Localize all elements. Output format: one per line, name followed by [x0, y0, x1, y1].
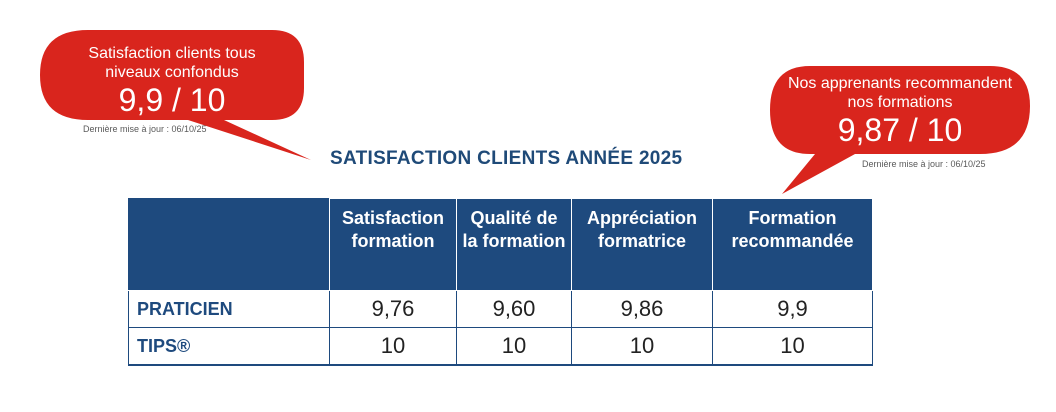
header-qualite-formation: Qualité de la formation	[456, 198, 572, 291]
right-recommendation-bubble: Nos apprenants recommandent nos formatio…	[760, 66, 1040, 196]
satisfaction-table: Satisfaction formation Qualité de la for…	[128, 198, 873, 366]
table-row-praticien: PRATICIEN 9,76 9,60 9,86 9,9	[128, 290, 873, 328]
cell-praticien-satisfaction: 9,76	[329, 290, 457, 328]
cell-tips-satisfaction: 10	[329, 327, 457, 366]
left-bubble-score: 9,9 / 10	[118, 82, 226, 118]
header-formation-recommandee: Formation recommandée	[712, 198, 873, 291]
right-bubble-score: 9,87 / 10	[837, 112, 963, 148]
header-corner-cell	[128, 198, 330, 291]
left-update-note: Dernière mise à jour : 06/10/25	[83, 124, 207, 134]
page-title: SATISFACTION CLIENTS ANNÉE 2025	[330, 148, 683, 169]
cell-praticien-recommandee: 9,9	[712, 290, 873, 328]
cell-praticien-qualite: 9,60	[456, 290, 572, 328]
right-update-note: Dernière mise à jour : 06/10/25	[862, 159, 986, 169]
right-bubble-caption-line2: nos formations	[847, 94, 953, 111]
right-bubble-caption-line1: Nos apprenants recommandent	[787, 75, 1013, 92]
cell-praticien-appreciation: 9,86	[571, 290, 713, 328]
row-label-praticien: PRATICIEN	[128, 290, 330, 328]
left-bubble-caption-line2: niveaux confondus	[105, 64, 239, 81]
left-bubble-caption-line1: Satisfaction clients tous	[88, 45, 256, 62]
row-label-tips: TIPS®	[128, 327, 330, 366]
cell-tips-appreciation: 10	[571, 327, 713, 366]
header-satisfaction-formation: Satisfaction formation	[329, 198, 457, 291]
left-satisfaction-bubble: Satisfaction clients tous niveaux confon…	[28, 30, 328, 170]
header-appreciation-formatrice: Appréciation formatrice	[571, 198, 713, 291]
right-bubble-shape	[770, 66, 1030, 194]
left-bubble-shape	[40, 30, 311, 160]
cell-tips-qualite: 10	[456, 327, 572, 366]
cell-tips-recommandee: 10	[712, 327, 873, 366]
table-header-row: Satisfaction formation Qualité de la for…	[128, 198, 873, 291]
table-row-tips: TIPS® 10 10 10 10	[128, 327, 873, 366]
